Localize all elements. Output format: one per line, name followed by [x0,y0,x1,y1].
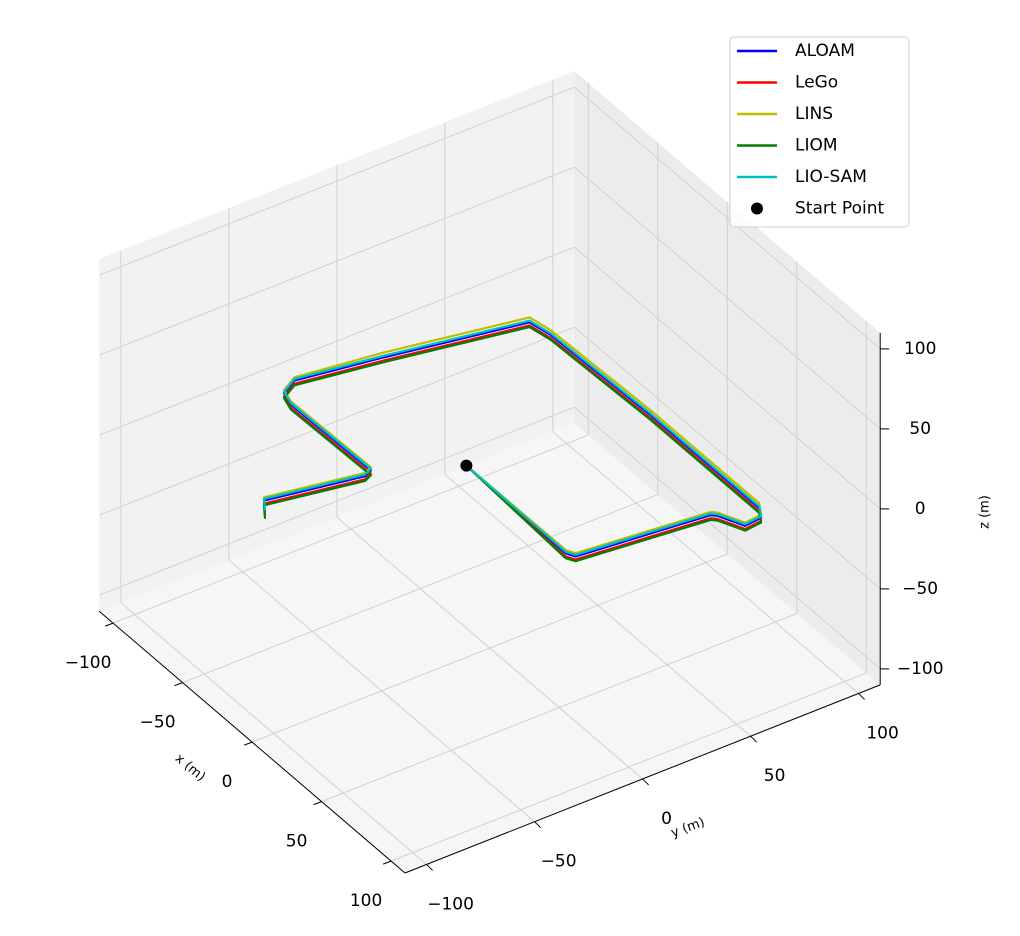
x-tick-label: 50 [286,832,308,852]
tick-mark [104,622,114,627]
tick-mark [313,801,322,806]
trajectory [262,319,763,556]
tick-mark [534,821,541,829]
grid-line [574,326,881,590]
grid-line [99,246,575,436]
grid-line [574,166,881,430]
x-tick-label: 100 [350,891,382,911]
tick-mark [858,693,865,700]
tick-mark [174,682,183,687]
legend-label: LINS [795,104,833,124]
axis-line [98,610,406,874]
grid-line [99,326,575,516]
y-tick-label: 100 [866,723,898,743]
legend: ALOAM LeGo LINS LIOM LIO-SAM Start Point [729,36,910,228]
legend-swatch [751,202,763,215]
y-tick-label: −50 [541,852,577,872]
grid-line [99,86,575,276]
grid-line [336,516,643,780]
z-tick-label: −50 [902,579,938,599]
axis-line [404,684,881,874]
y-tick-label: −100 [427,894,474,914]
x-tick-label: −100 [65,653,112,673]
legend-label: ALOAM [795,41,855,61]
axes: −100 −50 0 50 100 −100 −50 0 50 100 −100 −50 0 50 100 [65,332,944,914]
legend-label: Start Point [795,199,884,219]
trajectory [262,325,763,563]
grid-line [574,86,881,350]
grid [99,79,881,865]
tick-mark [642,778,649,786]
grid-line [444,474,751,737]
legend-box [729,36,910,228]
z-tick-label: 100 [904,339,936,359]
grid-line [574,246,881,510]
grid-line [99,406,575,596]
tick-mark [426,864,433,871]
grid-line [574,406,881,670]
tick-mark [243,741,253,746]
start-point [460,459,473,472]
tick-mark [382,860,392,865]
z-tick-label: −100 [897,659,944,679]
trajectory [262,321,763,558]
x-axis-label: x (m) [172,751,208,785]
grid-line [99,166,575,356]
legend-label: LeGo [795,73,838,93]
grid-line [228,559,535,823]
legend-label: LIO-SAM [795,167,867,187]
z-tick-label: 0 [915,499,926,519]
trajectory [262,316,763,555]
trajectory [262,324,763,561]
x-tick-label: 0 [222,772,233,792]
grid-line [552,431,859,694]
z-axis-label: z (m) [978,495,993,529]
z-tick-label: 50 [909,419,931,439]
y-axis-label: y (m) [669,815,707,841]
lines [262,316,763,563]
y-tick-label: 50 [764,766,786,786]
x-tick-label: −50 [140,713,176,733]
legend-label: LIOM [795,136,838,156]
tick-mark [750,735,757,743]
grid-line [120,602,427,865]
y-tick-label: 0 [661,809,672,829]
